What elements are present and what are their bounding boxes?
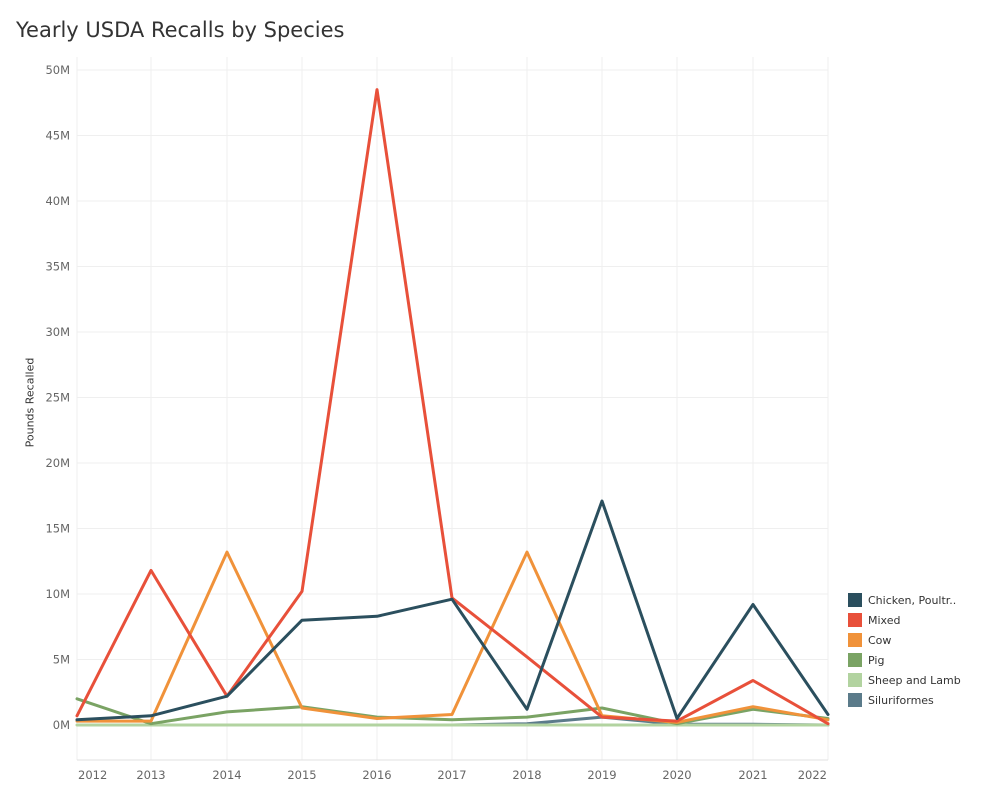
- x-tick-label: 2012: [78, 768, 107, 782]
- x-tick-label: 2018: [512, 768, 541, 782]
- x-tick-label: 2021: [738, 768, 767, 782]
- legend-swatch: [848, 633, 862, 647]
- legend-item[interactable]: Chicken, Poultr..: [848, 590, 961, 610]
- y-tick-label: 15M: [45, 522, 70, 536]
- y-tick-label: 35M: [45, 260, 70, 274]
- legend-label: Siluriformes: [868, 693, 934, 707]
- legend-swatch: [848, 593, 862, 607]
- legend-item[interactable]: Siluriformes: [848, 690, 961, 710]
- legend-swatch: [848, 653, 862, 667]
- x-tick-label: 2015: [287, 768, 316, 782]
- x-tick-label: 2016: [362, 768, 391, 782]
- x-tick-label: 2019: [587, 768, 616, 782]
- legend-swatch: [848, 613, 862, 627]
- x-tick-label: 2013: [136, 768, 165, 782]
- series-line-pig: [75, 697, 830, 726]
- legend: Chicken, Poultr.. Mixed Cow Pig Sheep and La…: [848, 590, 961, 710]
- chart-title: Yearly USDA Recalls by Species: [16, 18, 345, 42]
- y-tick-label: 40M: [45, 194, 70, 208]
- x-tick-label: 2017: [437, 768, 466, 782]
- y-tick-label: 5M: [53, 653, 70, 667]
- y-tick-label: 30M: [45, 325, 70, 339]
- legend-label: Sheep and Lamb: [868, 673, 961, 687]
- x-tick-label: 2022: [798, 768, 827, 782]
- x-tick-label: 2014: [212, 768, 241, 782]
- legend-label: Pig: [868, 653, 885, 667]
- legend-item[interactable]: Sheep and Lamb: [848, 670, 961, 690]
- legend-item[interactable]: Cow: [848, 630, 961, 650]
- y-tick-label: 10M: [45, 587, 70, 601]
- legend-item[interactable]: Pig: [848, 650, 961, 670]
- legend-item[interactable]: Mixed: [848, 610, 961, 630]
- y-tick-label: 20M: [45, 456, 70, 470]
- x-tick-label: 2020: [662, 768, 691, 782]
- y-tick-label: 45M: [45, 129, 70, 143]
- y-tick-label: 0M: [53, 718, 70, 732]
- y-tick-label: 50M: [45, 63, 70, 77]
- legend-swatch: [848, 673, 862, 687]
- y-tick-label: 25M: [45, 391, 70, 405]
- legend-label: Mixed: [868, 613, 901, 627]
- series-line-cow: [75, 550, 830, 724]
- series-line-chicken-poultr: [75, 499, 830, 722]
- legend-label: Cow: [868, 633, 892, 647]
- legend-swatch: [848, 693, 862, 707]
- legend-label: Chicken, Poultr..: [868, 593, 957, 607]
